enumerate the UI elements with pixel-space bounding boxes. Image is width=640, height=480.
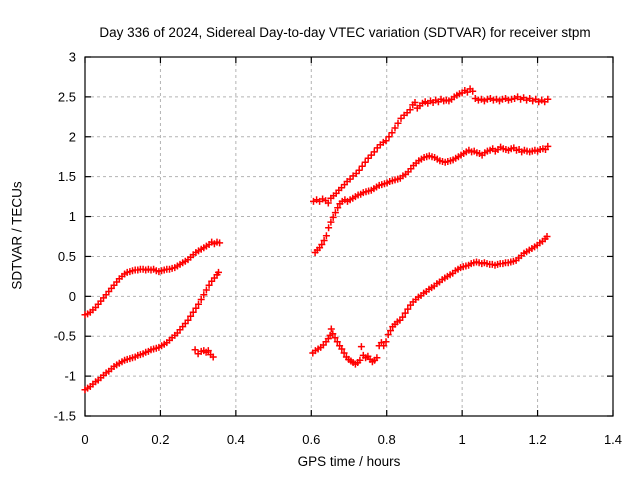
y-tick-label: 2 [69,129,76,144]
x-tick-label: 1 [459,432,466,447]
x-tick-label: 0 [81,432,88,447]
x-tick-label: 0.2 [151,432,169,447]
y-tick-label: -0.5 [54,329,76,344]
y-tick-label: 2.5 [58,89,76,104]
y-tick-label: 1 [69,209,76,224]
y-tick-label: 0.5 [58,249,76,264]
x-axis-label: GPS time / hours [297,454,401,469]
series-cluster-left-outliers [191,346,217,361]
x-tick-label: 1.2 [529,432,547,447]
series-segment-top-right [310,85,552,207]
x-tick-label: 0.8 [378,432,396,447]
series-segment-upper-left [81,238,224,319]
y-tick-label: 1.5 [58,169,76,184]
y-tick-label: 3 [69,50,76,65]
series-segment-bottom-right [309,233,551,368]
series-segment-middle-right [311,142,552,256]
x-tick-label: 0.6 [302,432,320,447]
y-tick-label: 0 [69,289,76,304]
plot-border [84,56,614,417]
y-tick-label: -1 [64,369,76,384]
chart-title: Day 336 of 2024, Sidereal Day-to-day VTE… [99,25,591,40]
y-axis-label: SDTVAR / TECUs [9,181,25,290]
series-segment-lower-left [81,268,222,394]
x-tick-label: 1.4 [604,432,622,447]
y-tick-label: -1.5 [54,409,76,424]
x-tick-label: 0.4 [227,432,245,447]
